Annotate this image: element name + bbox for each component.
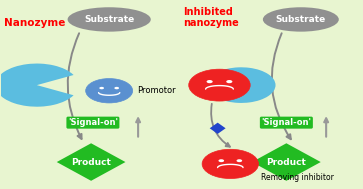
Circle shape (189, 69, 250, 101)
Wedge shape (0, 64, 74, 107)
Text: Removing inhibitor: Removing inhibitor (261, 174, 334, 183)
Circle shape (202, 149, 258, 179)
Text: Nanozyme: Nanozyme (4, 18, 66, 28)
Text: Inhibited
nanozyme: Inhibited nanozyme (183, 7, 239, 28)
Circle shape (207, 80, 213, 83)
Polygon shape (57, 143, 126, 181)
FancyArrowPatch shape (324, 118, 328, 137)
Text: Product: Product (266, 158, 306, 167)
Circle shape (114, 87, 119, 89)
Text: Promotor: Promotor (137, 86, 176, 95)
Text: Substrate: Substrate (276, 15, 326, 24)
FancyArrowPatch shape (211, 104, 230, 147)
Text: Substrate: Substrate (84, 15, 134, 24)
Circle shape (99, 87, 104, 89)
Circle shape (219, 159, 224, 162)
Circle shape (226, 80, 232, 83)
Circle shape (86, 79, 133, 103)
Ellipse shape (263, 7, 339, 32)
FancyArrowPatch shape (68, 33, 82, 139)
Text: 'Signal-on': 'Signal-on' (261, 118, 311, 127)
Polygon shape (210, 123, 226, 134)
Circle shape (237, 159, 242, 162)
FancyArrowPatch shape (136, 118, 140, 137)
Polygon shape (252, 143, 321, 181)
Ellipse shape (68, 7, 151, 32)
Text: Product: Product (71, 158, 111, 167)
Wedge shape (211, 67, 276, 103)
Text: 'Signal-on': 'Signal-on' (68, 118, 118, 127)
FancyArrowPatch shape (272, 33, 291, 139)
